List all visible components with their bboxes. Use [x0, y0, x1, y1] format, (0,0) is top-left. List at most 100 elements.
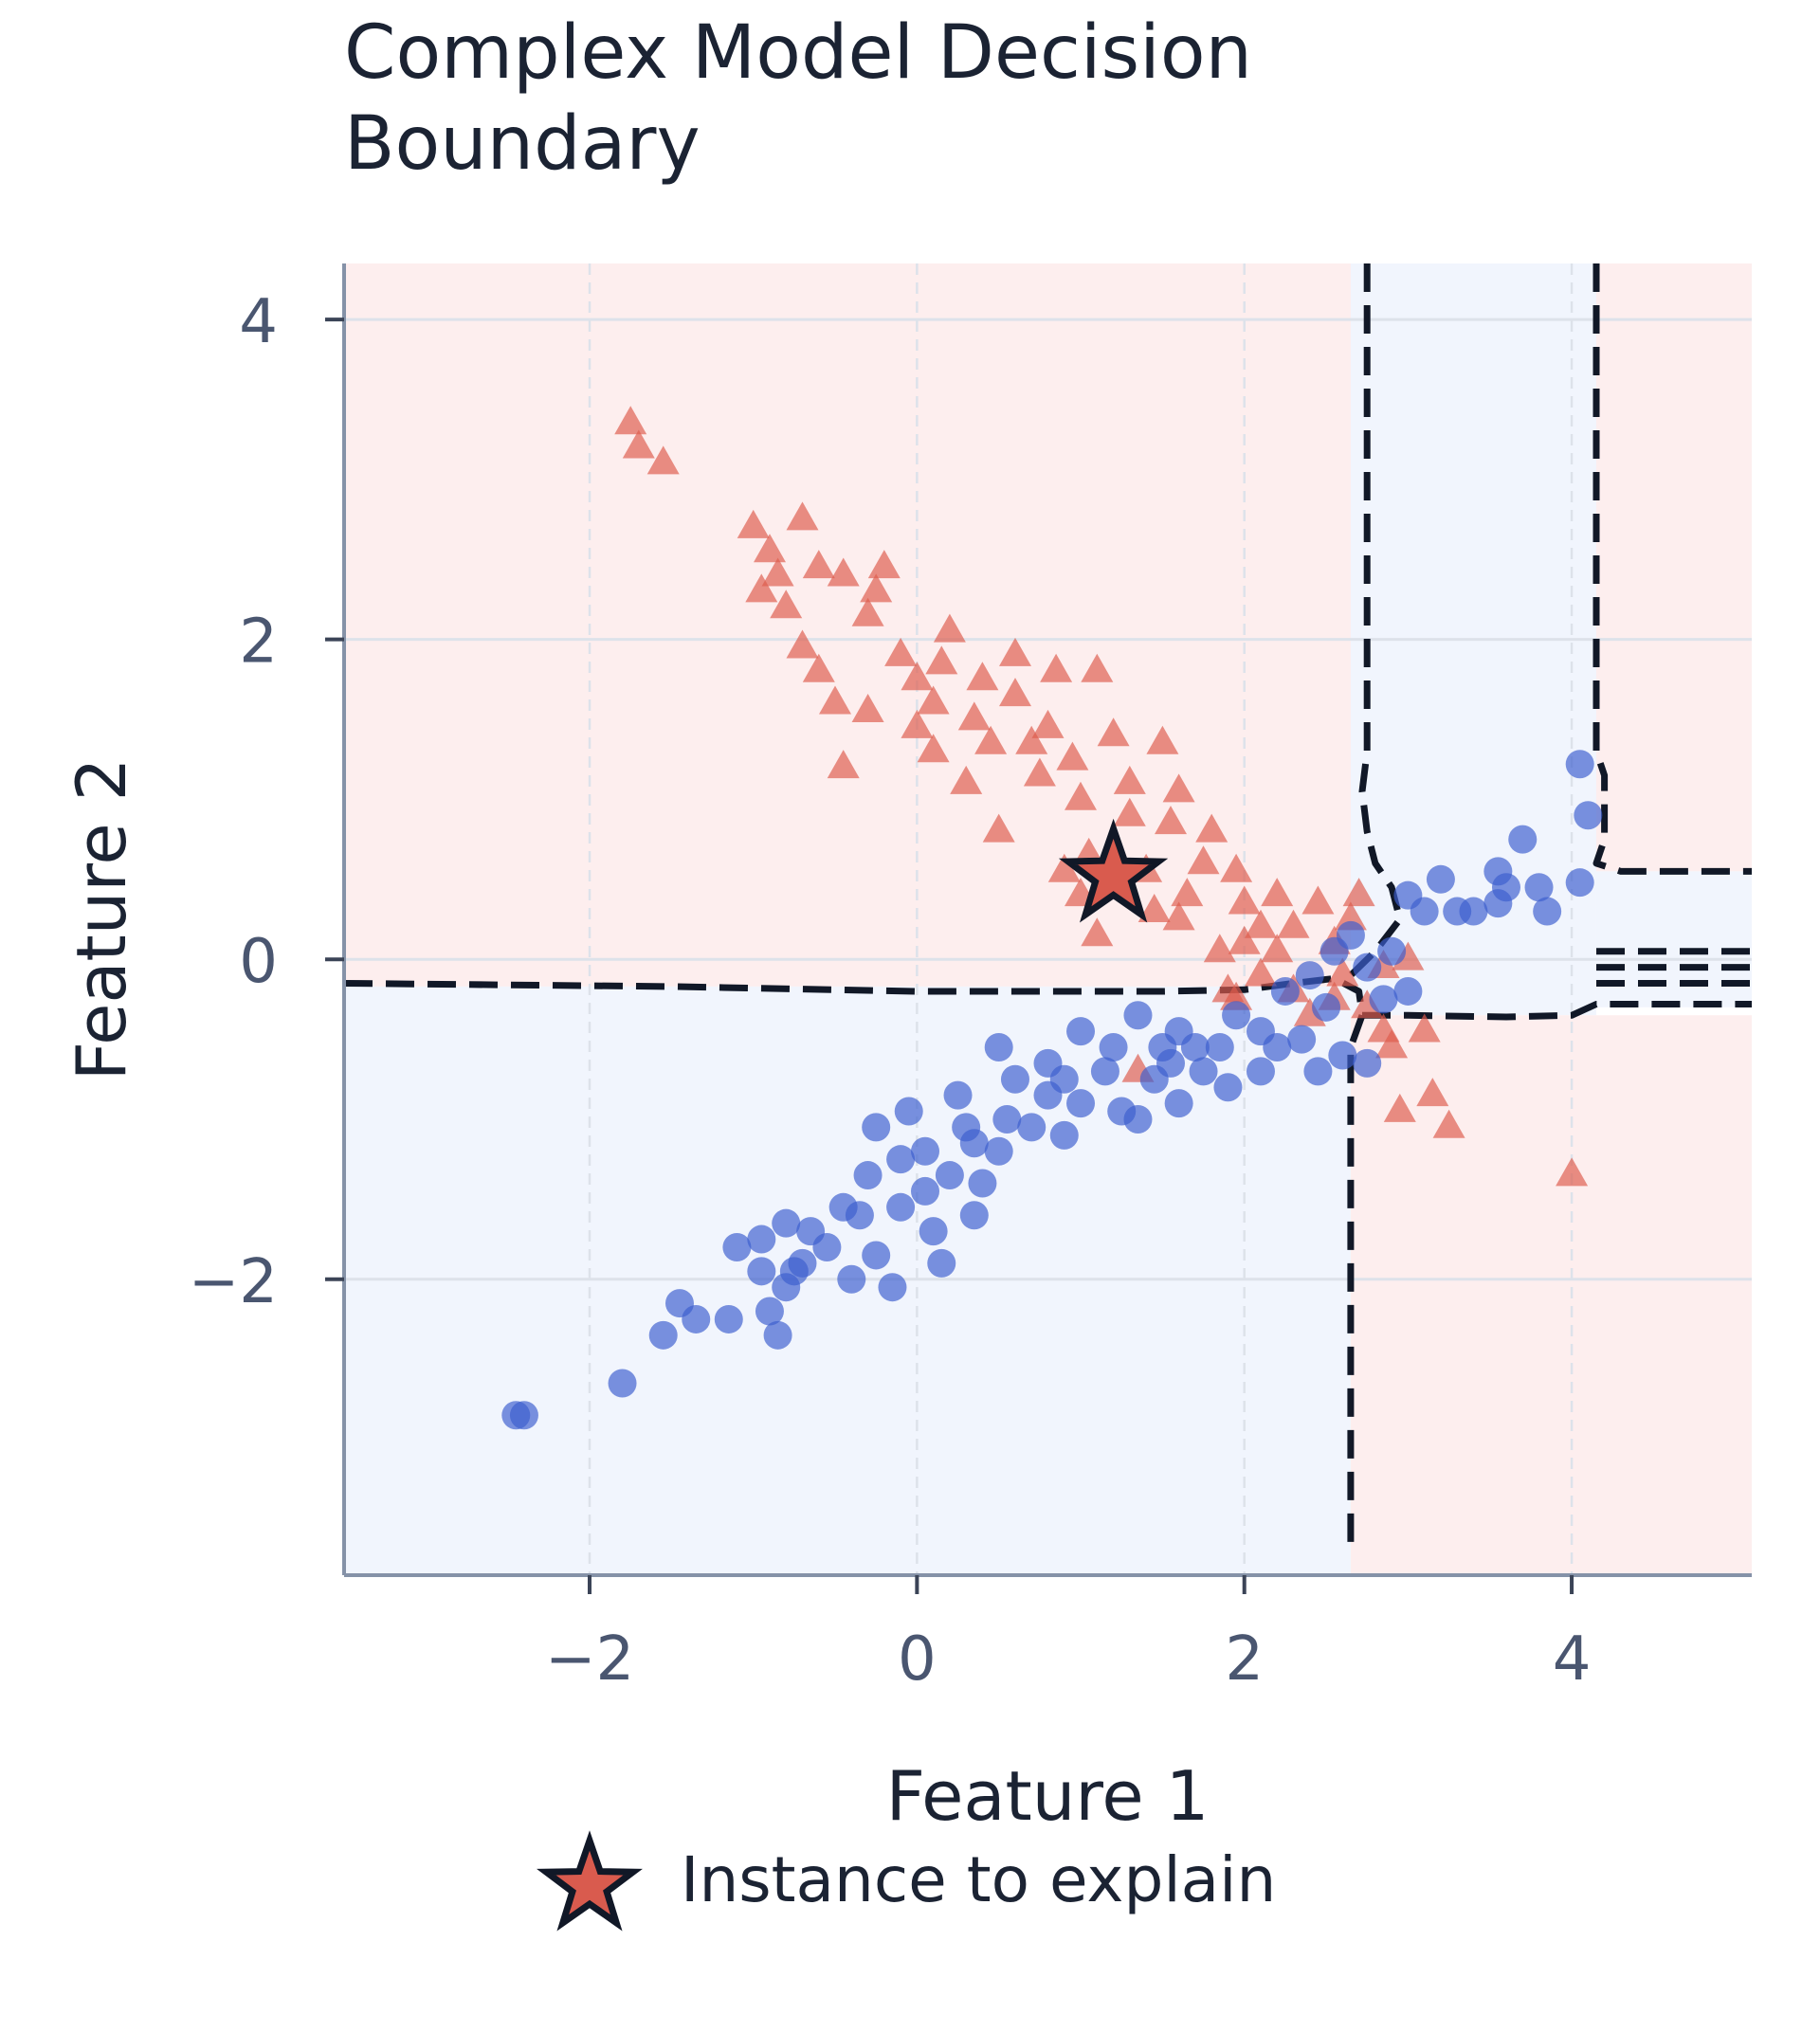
point-triangle	[999, 637, 1031, 666]
point-circle	[1312, 992, 1341, 1022]
point-circle	[1222, 1001, 1251, 1030]
point-triangle	[1195, 813, 1228, 843]
point-triangle	[1015, 725, 1048, 754]
point-triangle	[1065, 781, 1097, 810]
point-circle	[1524, 873, 1554, 902]
data-points	[501, 406, 1603, 1430]
point-circle	[1148, 1033, 1177, 1062]
point-triangle	[851, 694, 884, 722]
point-circle	[1189, 1057, 1218, 1086]
point-triangle	[786, 629, 819, 659]
point-triangle	[1056, 741, 1089, 771]
point-triangle	[802, 653, 835, 682]
point-triangle	[770, 590, 803, 619]
point-circle	[828, 1192, 858, 1222]
point-triangle	[754, 534, 786, 563]
point-circle	[886, 1192, 916, 1222]
legend-star-icon	[537, 1830, 643, 1932]
point-circle	[1533, 897, 1562, 926]
point-circle	[1263, 1033, 1292, 1062]
point-triangle	[745, 573, 778, 603]
point-circle	[862, 1113, 891, 1142]
x-tick-label-0: −2	[545, 1624, 634, 1695]
point-triangle	[1228, 885, 1261, 915]
boundary-line-3	[1592, 263, 1752, 875]
point-triangle	[1342, 878, 1375, 907]
point-triangle	[737, 509, 770, 538]
chart-title-line-2: Boundary	[344, 101, 701, 187]
point-circle	[1090, 1057, 1119, 1086]
point-triangle	[1392, 941, 1425, 971]
point-triangle	[1245, 909, 1277, 938]
point-triangle	[761, 557, 794, 587]
point-circle	[1123, 1001, 1153, 1030]
point-triangle	[802, 550, 835, 579]
point-triangle	[999, 678, 1031, 707]
legend-label-instance: Instance to explain	[681, 1843, 1276, 1916]
point-circle	[886, 1145, 916, 1174]
point-triangle	[622, 429, 655, 459]
point-triangle	[982, 813, 1015, 843]
point-circle	[927, 1248, 956, 1278]
point-circle	[959, 1201, 989, 1230]
point-circle	[968, 1169, 997, 1198]
point-circle	[763, 1320, 792, 1350]
point-circle	[1180, 1033, 1210, 1062]
point-triangle	[957, 701, 991, 731]
point-triangle	[917, 685, 950, 715]
point-triangle	[786, 501, 819, 531]
point-circle	[1164, 1089, 1193, 1118]
point-triangle	[1383, 1093, 1416, 1122]
point-circle	[1353, 952, 1382, 982]
legend: Instance to explain	[537, 1830, 1276, 1932]
point-circle	[959, 1129, 989, 1158]
point-circle	[1336, 920, 1365, 950]
point-triangle	[1113, 797, 1146, 826]
point-circle	[1066, 1017, 1096, 1046]
point-circle	[1410, 897, 1439, 926]
point-circle	[714, 1304, 743, 1334]
instance-star-icon	[1058, 818, 1169, 923]
point-triangle	[933, 613, 966, 643]
point-triangle	[1047, 853, 1081, 882]
boundary-line-0	[344, 974, 1366, 1551]
decision-boundary	[344, 263, 1752, 1551]
point-triangle	[819, 685, 851, 715]
point-triangle	[950, 765, 983, 794]
point-circle	[919, 1217, 948, 1246]
point-circle	[984, 1136, 1013, 1166]
point-circle	[1066, 1089, 1096, 1118]
point-triangle	[1081, 653, 1114, 682]
point-circle	[1353, 1048, 1382, 1078]
point-circle	[878, 1273, 907, 1302]
point-triangle	[1326, 957, 1359, 987]
point-circle	[1287, 1025, 1317, 1054]
point-triangle	[860, 573, 893, 603]
point-triangle	[827, 557, 860, 587]
point-triangle	[1203, 934, 1236, 963]
point-circle	[992, 1104, 1022, 1134]
point-circle	[772, 1208, 801, 1238]
point-triangle	[966, 662, 999, 691]
point-triangle	[1162, 773, 1195, 803]
point-circle	[894, 1097, 923, 1126]
point-circle	[1017, 1113, 1046, 1142]
point-triangle	[1261, 878, 1294, 907]
point-circle	[755, 1297, 784, 1326]
point-circle	[779, 1257, 809, 1286]
point-circle	[1270, 976, 1300, 1006]
point-triangle	[1081, 917, 1114, 947]
point-triangle	[1416, 1078, 1449, 1107]
point-circle	[1123, 1104, 1153, 1134]
point-circle	[796, 1217, 826, 1246]
point-triangle	[1432, 1109, 1465, 1138]
point-circle	[935, 1161, 964, 1190]
point-triangle	[1228, 925, 1261, 954]
legend-star-shape	[537, 1830, 643, 1932]
point-circle	[1295, 961, 1324, 990]
point-circle	[862, 1241, 891, 1270]
point-triangle	[1031, 709, 1065, 738]
point-circle	[722, 1233, 752, 1261]
instance-marker	[1058, 818, 1169, 923]
